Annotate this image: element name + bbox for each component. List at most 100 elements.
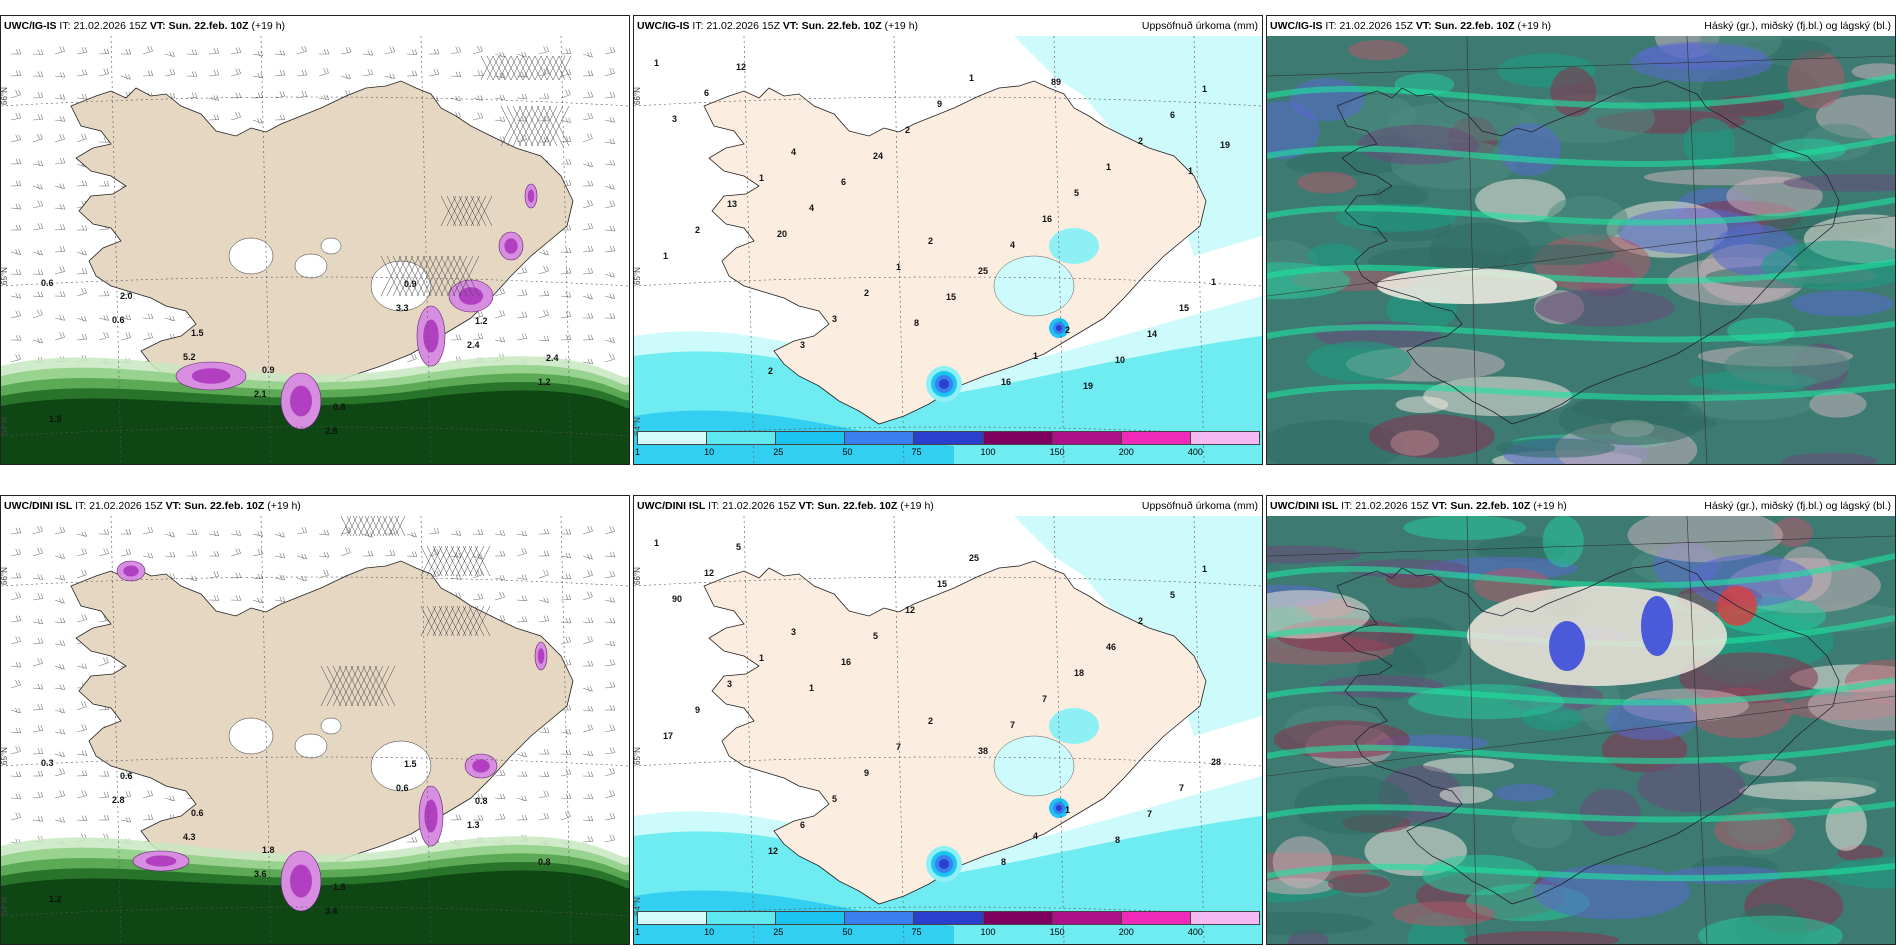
panel-header: UWC/IG-IS IT: 21.02.2026 15Z VT: Sun. 22… <box>1 16 629 36</box>
precip-value: 20 <box>777 229 787 239</box>
precip-labels: 0.3 2.8 4.3 3.6 3.4 0.6 1.3 0.8 1.2 0.6 0.6 1.8 1.8 1… <box>41 758 551 916</box>
precip-value: 15 <box>937 579 947 589</box>
precip-value: 3 <box>832 314 837 324</box>
colorbar-swatch <box>775 911 846 925</box>
precip-value: 1.5 <box>404 759 417 769</box>
lead-time: (+19 h) <box>1533 500 1567 512</box>
precip-value: 28 <box>1211 757 1221 767</box>
iceland-outline <box>1336 560 1840 905</box>
precip-value: 12 <box>736 62 746 72</box>
precip-value: 38 <box>978 746 988 756</box>
colorbar-tick: 150 <box>1049 927 1065 937</box>
precip-value: 2.1 <box>254 389 267 399</box>
glacier <box>294 253 328 279</box>
precip-value: 2.8 <box>325 426 338 436</box>
iceland-land <box>703 560 1207 905</box>
it-label: IT: <box>1325 20 1337 32</box>
it-label: IT: <box>75 500 87 512</box>
precip-value: 16 <box>841 657 851 667</box>
panel-header: UWC/DINI ISL IT: 21.02.2026 15Z VT: Sun.… <box>1 496 629 516</box>
panel-title: Háský (gr.), miðský (fj.bl.) og lágský (… <box>1704 20 1891 32</box>
panel-clouds-dini: UWC/DINI ISL IT: 21.02.2026 15Z VT: Sun.… <box>1266 495 1896 945</box>
vt-label: VT: <box>798 500 815 512</box>
precip-value: 1 <box>654 538 659 548</box>
precip-value: 1 <box>663 251 668 261</box>
precip-value: 0.6 <box>396 783 409 793</box>
latitude-label: 66°N <box>1 87 9 105</box>
precip-value: 24 <box>873 151 883 161</box>
precip-value: 1 <box>1202 84 1207 94</box>
colorbar-tick: 1 <box>635 927 641 937</box>
init-time: 21.02.2026 15Z <box>1355 500 1429 512</box>
valid-time: Sun. 22.feb. 10Z <box>1450 500 1531 512</box>
precip-value: 6 <box>704 88 709 98</box>
precip-value: 5 <box>1170 590 1175 600</box>
valid-time: Sun. 22.feb. 10Z <box>801 20 882 32</box>
map-area: 66°N 65°N 64°N 0.3 2.8 4.3 3.6 3.4 0.6 1.3 0.8 1.2 0… <box>1 516 629 944</box>
colorbar-swatch <box>706 911 777 925</box>
colorbar-tick: 400 <box>1187 927 1203 937</box>
precip-value: 1.2 <box>49 894 62 904</box>
precip-value: 0.8 <box>538 857 551 867</box>
precip-value: 2 <box>1138 136 1143 146</box>
precip-max <box>926 798 1069 882</box>
precip-value: 1 <box>969 73 974 83</box>
precip-value: 18 <box>1074 668 1084 678</box>
precip-value: 90 <box>672 594 682 604</box>
latitude-label: 65°N <box>634 747 642 765</box>
map-area: 66°N 65°N 64°N 0.6 0.6 5.2 2.1 2.8 3.3 2.4 1.2 1.5 2… <box>1 36 629 464</box>
map-area <box>1267 36 1895 464</box>
precip-value: 1.5 <box>191 328 204 338</box>
colorbar-swatch <box>1051 911 1122 925</box>
colorbar-tick: 10 <box>704 927 715 937</box>
precip-shading <box>1 356 629 464</box>
glacier <box>294 733 328 759</box>
precip-value: 1.2 <box>475 316 488 326</box>
colorbar-swatch <box>706 431 777 445</box>
precip-value: 1.2 <box>538 377 551 387</box>
precip-value: 6 <box>800 820 805 830</box>
precip-value: 0.6 <box>112 315 125 325</box>
it-label: IT: <box>59 20 71 32</box>
colorbar-tick: 10 <box>704 447 715 457</box>
heavy-precip <box>175 183 538 430</box>
precip-value: 1 <box>1188 166 1193 176</box>
cloud-cover <box>1267 36 1895 464</box>
colorbar-tick: 25 <box>773 447 784 457</box>
colorbar-tick: 400 <box>1187 447 1203 457</box>
precip-value: 10 <box>1115 355 1125 365</box>
it-label: IT: <box>708 500 720 512</box>
precip-value: 16 <box>1042 214 1052 224</box>
panel-clouds-igis: UWC/IG-IS IT: 21.02.2026 15Z VT: Sun. 22… <box>1266 15 1896 465</box>
iceland-land <box>70 80 574 425</box>
precip-value: 15 <box>1179 303 1189 313</box>
precip-value: 17 <box>663 731 673 741</box>
precip-value: 4 <box>809 203 814 213</box>
precip-value: 2 <box>928 236 933 246</box>
map-area <box>1267 516 1895 944</box>
init-time: 21.02.2026 15Z <box>73 20 147 32</box>
precip-value: 1 <box>759 653 764 663</box>
it-label: IT: <box>1341 500 1353 512</box>
valid-time: Sun. 22.feb. 10Z <box>184 500 265 512</box>
latitude-label: 66°N <box>634 87 642 105</box>
precip-value: 2.4 <box>467 340 480 350</box>
latitude-label: 65°N <box>1 267 9 285</box>
colorbar-tick: 50 <box>842 447 853 457</box>
colorbar-swatch <box>844 911 915 925</box>
model-name: UWC/DINI ISL <box>4 500 73 512</box>
colorbar: 1 10 25 50 75 100 150 200 400 <box>635 911 1260 941</box>
precip-value: 0.9 <box>404 279 417 289</box>
colorbar-swatch <box>913 431 984 445</box>
precip-value: 2 <box>864 288 869 298</box>
panel-title: Uppsöfnuð úrkoma (mm) <box>1141 500 1258 512</box>
panel-accumulated-precip-igis: UWC/IG-IS IT: 21.02.2026 15Z VT: Sun. 22… <box>633 15 1263 465</box>
precip-max <box>926 318 1069 402</box>
precip-value: 4 <box>1010 240 1015 250</box>
latitude-label: 66°N <box>1 567 9 585</box>
model-name: UWC/DINI ISL <box>637 500 706 512</box>
map-svg <box>1267 516 1895 944</box>
precip-value: 19 <box>1083 381 1093 391</box>
map-svg: 66°N65°N64°N0.32.84.33.63.40.61.30.81.20… <box>1 516 629 944</box>
iceland-outline <box>1336 80 1840 425</box>
